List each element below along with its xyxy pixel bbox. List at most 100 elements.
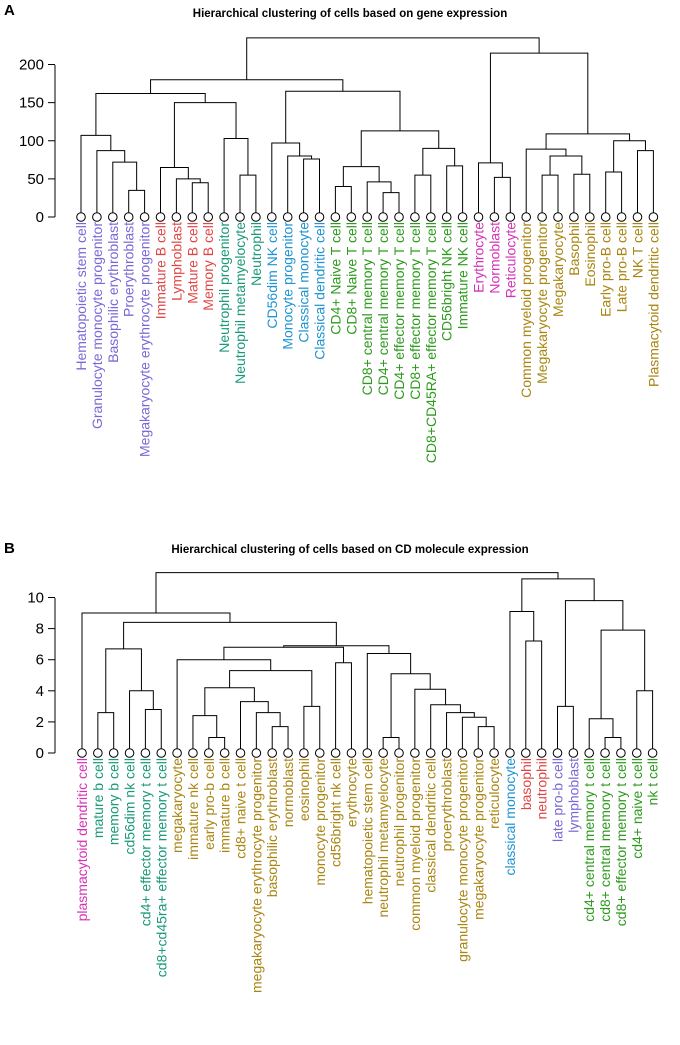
panel-b-merge-branch xyxy=(192,715,218,753)
panel-b-y-tick-label: 0 xyxy=(36,745,44,762)
panel-a-leaf-label: Neutrophil progenitor xyxy=(216,222,232,353)
panel-a-leaf-label: Memory B cell xyxy=(200,222,216,311)
panel-a-merge-branch xyxy=(573,173,591,217)
panel-b-merge-branch xyxy=(600,629,646,719)
panel-a-dendrogram xyxy=(80,37,654,217)
panel-a-leaf-label: CD8+ central memory T cell xyxy=(359,222,375,395)
panel-b-merge-branch xyxy=(81,612,231,753)
panel-a-y-tick-label: 0 xyxy=(36,209,44,226)
panel-b-merge-branch xyxy=(521,578,595,612)
panel-b-merge-branch xyxy=(129,690,154,753)
panel-a-leaf-label: Immature NK cell xyxy=(455,222,471,329)
panel-b-leaf-marker xyxy=(362,748,373,758)
panel-a-leaf-label: Plasmacytoid dendritic cell xyxy=(645,222,661,387)
panel-b-leaf-label: proerythroblast xyxy=(439,758,455,851)
panel-a-leaf-marker xyxy=(505,212,516,222)
panel-b-leaf-label: erythrocyte xyxy=(343,758,359,827)
panel-b-leaf-label: megakaryocyte erythrocyte progenitor xyxy=(248,758,264,993)
panel-a-leaf-label: CD4+ Naive T cell xyxy=(327,222,343,335)
panel-a-letter: A xyxy=(4,2,15,19)
panel-a-merge-branch xyxy=(334,186,352,217)
panel-b-leaf-marker xyxy=(536,748,547,758)
panel-b-leaf-marker xyxy=(631,748,642,758)
panel-b-leaf-label: mature b cell xyxy=(90,758,106,838)
panel-b-leaf-label: lymphoblast xyxy=(565,758,581,833)
panel-a-leaf-marker xyxy=(155,212,166,222)
panel-a-merge-branch xyxy=(414,174,432,217)
panel-b-leaf-label: early pro-b cell xyxy=(201,758,217,850)
panel-a-leaf-marker xyxy=(569,212,579,222)
panel-b-merge-branch xyxy=(240,701,269,753)
panel-b-leaf-marker xyxy=(410,748,420,758)
panel-b-leaf-marker xyxy=(346,748,357,758)
panel-a-merge-branch xyxy=(112,161,138,217)
panel-a-leaf-label: Megakaryocyte erythrocyte progenitor xyxy=(137,222,153,457)
panel-a-leaf-label: Megakaryocyte xyxy=(550,222,566,317)
panel-a-leaf-marker xyxy=(187,212,198,222)
panel-a-merge-branch xyxy=(446,165,464,217)
panel-b-leaf-label: cd4+ central memory t cell xyxy=(581,758,597,922)
panel-a-leaf-marker xyxy=(410,212,420,222)
panel-a: A Hierarchical clustering of cells based… xyxy=(4,2,661,463)
panel-b-leaf-label: megakaryocyte xyxy=(169,758,185,853)
panel-b-leaf-marker xyxy=(251,748,262,758)
panel-b-y-tick-label: 8 xyxy=(36,621,44,638)
panel-a-leaf-marker xyxy=(426,212,436,222)
panel-a-leaf-marker xyxy=(362,212,373,222)
panel-b-leaf-label: granulocyte monocyte progenitor xyxy=(454,758,470,962)
panel-b-plot: 0 2 4 6 8 10 plasmacytoid dendritic cell mature… xyxy=(27,572,661,993)
panel-b-leaf-label: basophil xyxy=(518,758,534,810)
panel-b-merge-branch xyxy=(446,712,475,753)
panel-a-merge-branch xyxy=(613,140,646,173)
panel-a-leaf-label: Mature B cell xyxy=(184,222,200,304)
panel-a-leaves: Hematopoietic stem cell Granulocyte monoc… xyxy=(73,212,661,463)
panel-a-leaf-label: Classical dendritic cell xyxy=(312,222,328,360)
panel-b-merge-branch xyxy=(636,690,654,753)
panel-a-leaf-marker xyxy=(473,212,484,222)
panel-b-leaf-label: classical dendritic cell xyxy=(423,758,439,893)
panel-b-leaf-marker xyxy=(473,748,484,758)
panel-b-merge-branch xyxy=(105,648,142,713)
panel-b-leaf-label: memory b cell xyxy=(106,758,122,845)
panel-a-leaf-label: CD4+ effector memory T cell xyxy=(391,222,407,400)
panel-a-leaf-label: Neutrophil metamyelocyte xyxy=(232,222,248,384)
panel-a-leaf-label: Eosinophil xyxy=(582,222,598,287)
panel-a-leaf-marker xyxy=(346,212,357,222)
panel-a-plot: 0 50 100 150 200 Hematopoietic stem cell Granu… xyxy=(19,37,661,463)
panel-a-leaf-label: CD56bright NK cell xyxy=(439,222,455,341)
panel-b-leaf-marker xyxy=(140,748,151,758)
panel-b-leaf-marker xyxy=(647,748,658,758)
panel-b-leaf-marker xyxy=(505,748,515,758)
panel-b-y-tick-label: 6 xyxy=(36,652,44,669)
panel-a-leaf-marker xyxy=(648,212,659,222)
panel-b-leaf-label: common myeloid progenitor xyxy=(407,758,423,931)
panel-b-leaf-label: hematopoietic stem cell xyxy=(359,758,375,904)
panel-a-merge-branch xyxy=(422,147,456,176)
panel-b-leaf-label: plasmacytoid dendritic cell xyxy=(74,758,90,921)
panel-a-leaf-marker xyxy=(457,212,468,222)
panel-b-leaf-label: reticulocyte xyxy=(486,758,502,829)
panel-b-leaf-marker xyxy=(93,748,103,758)
panel-a-merge-branch xyxy=(478,162,503,217)
panel-b-leaf-label: cd8+cd45ra+ effector memory t cell xyxy=(153,758,169,977)
panel-a-leaf-label: Monocyte progenitor xyxy=(280,222,296,350)
panel-b-leaf-marker xyxy=(521,748,531,758)
panel-a-leaf-marker xyxy=(123,212,134,222)
panel-b-dendrogram xyxy=(81,572,654,753)
panel-a-leaf-label: Granulocyte monocyte progenitor xyxy=(89,222,105,429)
panel-a-leaf-marker xyxy=(203,212,213,222)
panel-b-leaf-label: eosinophil xyxy=(296,758,312,821)
panel-a-merge-branch xyxy=(246,37,540,80)
panel-b-leaf-marker xyxy=(172,748,182,758)
panel-a-leaf-marker xyxy=(553,212,563,222)
panel-b-leaf-label: cd8+ effector memory t cell xyxy=(613,758,629,926)
panel-b-leaf-marker xyxy=(584,748,595,758)
panel-a-merge-branch xyxy=(637,150,654,217)
panel-a-leaf-marker xyxy=(92,212,102,222)
panel-a-leaf-label: Classical monocyte xyxy=(296,222,312,343)
panel-a-leaf-marker xyxy=(537,212,547,222)
panel-a-merge-branch xyxy=(287,155,313,217)
panel-a-y-tick-label: 200 xyxy=(19,57,44,74)
panel-a-leaf-label: Reticulocyte xyxy=(502,222,518,298)
panel-a-merge-branch xyxy=(173,102,237,168)
